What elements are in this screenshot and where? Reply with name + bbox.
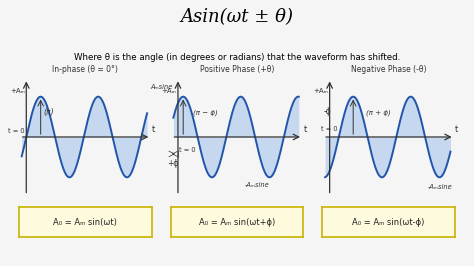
Text: -ϕ: -ϕ [324, 107, 332, 117]
Title: Negative Phase (-θ): Negative Phase (-θ) [351, 65, 427, 74]
Text: t: t [455, 125, 458, 134]
Text: t = 0: t = 0 [179, 147, 196, 153]
Text: -Aₘsine: -Aₘsine [245, 182, 269, 188]
Text: t: t [152, 125, 155, 134]
Text: +ϕ: +ϕ [167, 159, 178, 168]
Title: In-phase (θ = 0°): In-phase (θ = 0°) [53, 65, 118, 74]
Text: Asin(ωt ± θ): Asin(ωt ± θ) [181, 8, 293, 26]
Text: (π + ϕ): (π + ϕ) [366, 110, 391, 116]
Title: Positive Phase (+θ): Positive Phase (+θ) [200, 65, 274, 74]
Text: (π − ϕ): (π − ϕ) [192, 110, 217, 116]
Text: t: t [303, 125, 307, 134]
Text: t = 0: t = 0 [321, 126, 338, 132]
Text: +Aₘ: +Aₘ [313, 88, 328, 94]
Text: (π): (π) [44, 108, 54, 117]
Text: t = 0: t = 0 [8, 128, 24, 134]
Text: -Aₘsine: -Aₘsine [428, 184, 453, 190]
Text: A₀ = Aₘ sin(ωt+ϕ): A₀ = Aₘ sin(ωt+ϕ) [199, 218, 275, 227]
Text: A₀ = Aₘ sin(ωt): A₀ = Aₘ sin(ωt) [54, 218, 117, 227]
Text: +Aₘ: +Aₘ [162, 88, 177, 94]
Text: Where θ is the angle (in degrees or radians) that the waveform has shifted.: Where θ is the angle (in degrees or radi… [74, 53, 400, 62]
Text: +Aₘ: +Aₘ [10, 88, 25, 94]
Text: A₀ = Aₘ sin(ωt-ϕ): A₀ = Aₘ sin(ωt-ϕ) [353, 218, 425, 227]
Text: Aₘsine: Aₘsine [151, 84, 173, 90]
